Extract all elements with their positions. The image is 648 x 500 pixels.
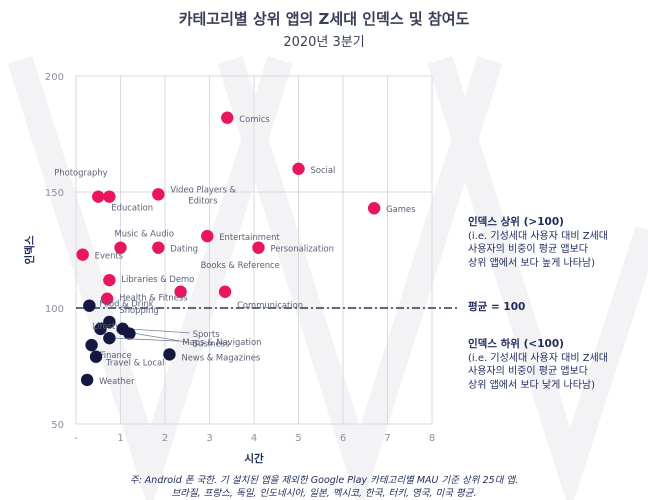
footnote: 주: Android 폰 국한. 기 설치된 앱을 제외한 Google Pla… xyxy=(0,474,648,500)
y-tick-label: 50 xyxy=(51,420,64,431)
chart-subtitle: 2020년 3분기 xyxy=(283,35,365,50)
point-label: Comics xyxy=(239,114,269,124)
point-label: Education xyxy=(111,203,153,213)
legend-upper: 인덱스 상위 (>100) (i.e. 기성세대 사용자 대비 Z세대 사용자의… xyxy=(468,216,608,270)
legend-upper-desc-1: (i.e. 기성세대 사용자 대비 Z세대 xyxy=(468,230,608,242)
chart-title: 카테고리별 상위 앱의 Z세대 인덱스 및 참여도 xyxy=(178,10,470,28)
data-point xyxy=(218,285,232,298)
legend-lower-title: 인덱스 하위 (<100) xyxy=(468,338,564,350)
data-point xyxy=(174,285,187,298)
point-label: Maps & Navigation xyxy=(182,337,261,347)
point-label: Health & Fitness xyxy=(119,293,187,303)
legend-upper-desc-2: 사용자의 비중이 평균 앱보다 xyxy=(468,244,588,255)
footnote-line-2: 브라질, 프랑스, 독일, 인도네시아, 일본, 멕시코, 한국, 터키, 영국… xyxy=(171,488,477,499)
point-label: Music & Audio xyxy=(115,229,175,239)
point-label: Sports xyxy=(193,329,220,339)
x-tick-label: 6 xyxy=(340,433,346,444)
point-label: Food & Drink xyxy=(99,299,153,309)
x-tick-label: 4 xyxy=(251,433,257,444)
data-point xyxy=(367,202,381,215)
x-axis-label: 시간 xyxy=(244,452,264,465)
footnote-line-1: 주: Android 폰 국한. 기 설치된 앱을 제외한 Google Pla… xyxy=(129,475,519,486)
legend-lower-desc-3: 상위 앱에서 보다 낮게 나타남) xyxy=(468,379,596,391)
point-label: Shopping xyxy=(119,305,158,315)
data-point xyxy=(163,348,176,361)
data-point xyxy=(252,241,265,254)
legend-lower-desc-1: (i.e. 기성세대 사용자 대비 Z세대 xyxy=(468,352,608,364)
data-point xyxy=(89,350,103,363)
data-point xyxy=(114,241,127,254)
legend-lower-desc-2: 사용자의 비중이 평균 앱보다 xyxy=(468,366,588,377)
data-point xyxy=(103,315,116,329)
point-label: Libraries & Demo xyxy=(121,274,194,284)
x-tick-label: 3 xyxy=(206,433,212,444)
point-label: Personalization xyxy=(270,244,334,254)
data-point xyxy=(76,248,89,261)
x-tick-label: 2 xyxy=(162,433,168,444)
legend-average-label: 평균 = 100 xyxy=(468,301,526,313)
x-tick-label: 7 xyxy=(384,433,390,444)
y-tick-label: 100 xyxy=(45,304,64,315)
point-label: Events xyxy=(95,251,123,261)
data-point xyxy=(92,190,105,203)
data-point xyxy=(94,322,107,336)
point-label: Games xyxy=(386,204,415,214)
x-tick-label: - xyxy=(74,433,78,444)
x-tick-label: 5 xyxy=(295,433,301,444)
data-point xyxy=(103,273,116,287)
point-label: News & Magazines xyxy=(181,352,260,362)
legend-lower: 인덱스 하위 (<100) (i.e. 기성세대 사용자 대비 Z세대 사용자의… xyxy=(468,338,608,392)
data-point xyxy=(100,292,114,305)
point-label: Social xyxy=(311,165,336,175)
point-label: Business xyxy=(192,339,229,349)
data-point xyxy=(103,190,116,203)
leader-line xyxy=(128,328,190,334)
leader-line xyxy=(135,333,190,343)
point-label: Video Players & Editors xyxy=(170,184,236,205)
legend-upper-desc-3: 상위 앱에서 보다 높게 나타남) xyxy=(468,257,596,269)
x-tick-label: 8 xyxy=(429,433,435,444)
y-tick-label: 200 xyxy=(45,72,64,83)
leader-line xyxy=(115,337,180,342)
point-label: Entertainment xyxy=(219,232,280,242)
y-tick-label: 150 xyxy=(45,188,64,199)
data-point xyxy=(83,299,96,312)
legend-average: 평균 = 100 xyxy=(468,301,525,315)
data-point xyxy=(85,338,98,352)
data-point xyxy=(80,373,94,387)
legend-upper-title: 인덱스 상위 (>100) xyxy=(468,216,564,228)
point-label: Books & Reference xyxy=(201,260,280,270)
point-label: Travel & Local xyxy=(105,358,164,368)
point-label: Communication xyxy=(237,300,303,310)
data-point xyxy=(103,331,116,345)
point-label: Weather xyxy=(99,376,135,386)
data-point xyxy=(221,111,234,124)
point-label: Dating xyxy=(170,244,198,254)
data-point xyxy=(201,229,214,243)
data-point xyxy=(152,241,165,254)
point-label: Finance xyxy=(100,350,132,360)
data-point xyxy=(292,162,305,175)
y-axis-label: 인덱스 xyxy=(23,235,36,264)
x-tick-label: 1 xyxy=(117,433,123,444)
point-label: Photography xyxy=(54,168,107,178)
data-point xyxy=(152,188,165,201)
data-point xyxy=(123,327,136,340)
point-label: Lifestyle xyxy=(92,321,127,331)
